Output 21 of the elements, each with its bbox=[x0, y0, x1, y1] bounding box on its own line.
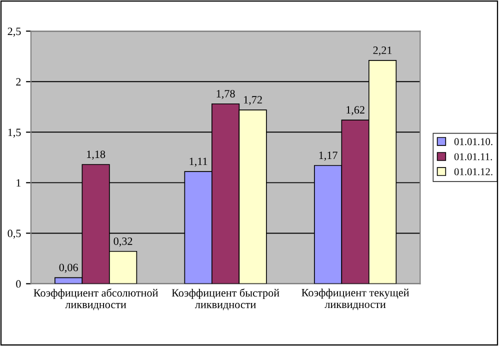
x-tick-label: Коэффициент абсолютной ликвидности bbox=[34, 288, 158, 310]
legend-label: 01.01.11. bbox=[454, 153, 492, 160]
data-label: 1,11 bbox=[190, 158, 208, 167]
y-tick-label: 1 bbox=[16, 179, 21, 187]
x-tick-label: Коэффициент быстрой ликвидности bbox=[172, 288, 280, 310]
data-label: 0,32 bbox=[114, 237, 132, 247]
data-label: 1,17 bbox=[319, 152, 338, 161]
y-tick-label: 2 bbox=[16, 78, 21, 86]
data-label: 1,62 bbox=[346, 106, 364, 116]
legend-label: 01.01.12. bbox=[454, 168, 492, 176]
y-tick-label: 0,5 bbox=[8, 230, 21, 239]
data-label: 2,21 bbox=[373, 46, 392, 56]
x-tick-label: Коэффициент текущей ликвидности bbox=[302, 288, 409, 310]
y-tick-label: 0 bbox=[16, 280, 21, 288]
y-tick-label: 1,5 bbox=[8, 128, 21, 138]
data-label: 1,72 bbox=[244, 96, 262, 106]
data-label: 1,78 bbox=[216, 90, 235, 100]
data-label: 1,18 bbox=[87, 150, 106, 160]
y-tick-label: 2,5 bbox=[8, 28, 21, 37]
legend-label: 01.01.10. bbox=[454, 138, 492, 146]
data-label: 0,06 bbox=[59, 264, 78, 273]
